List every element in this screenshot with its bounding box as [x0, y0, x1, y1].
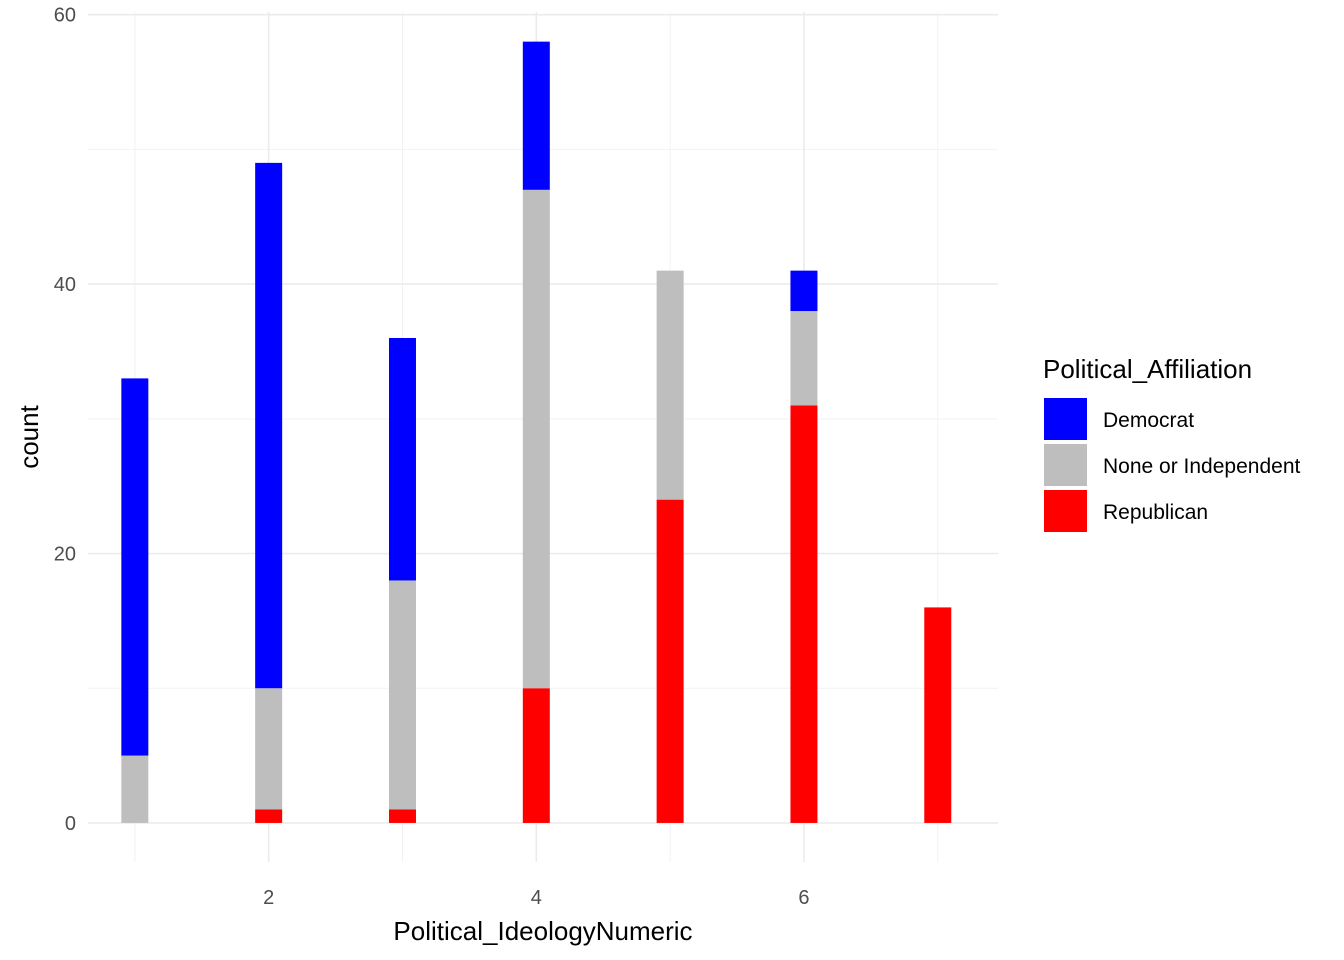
bar-segment-democrat — [255, 162, 283, 689]
x-tick-label: 2 — [263, 887, 274, 909]
bar-segment-none-or-independent — [522, 189, 550, 689]
legend-swatch-none-or-independent — [1044, 444, 1087, 486]
bar-segment-none-or-independent — [388, 580, 416, 810]
bar-segment-republican — [790, 405, 818, 823]
bar-segment-none-or-independent — [255, 688, 283, 810]
legend: Political_Affiliation Democrat None or In… — [1043, 354, 1300, 532]
y-axis-title: count — [14, 404, 44, 468]
legend-swatch-democrat — [1044, 398, 1087, 440]
bar-segment-democrat — [522, 41, 550, 190]
bars — [121, 41, 952, 823]
x-tick-label: 6 — [798, 887, 809, 909]
bar-segment-republican — [656, 499, 684, 823]
bar-segment-none-or-independent — [121, 755, 149, 823]
y-tick-label: 60 — [54, 5, 76, 27]
bar-segment-democrat — [121, 378, 149, 756]
bar-segment-republican — [522, 688, 550, 823]
y-tick-label: 20 — [54, 544, 76, 566]
legend-title: Political_Affiliation — [1043, 354, 1252, 384]
bar-segment-none-or-independent — [790, 311, 818, 406]
bar-segment-republican — [255, 809, 283, 823]
y-tick-label: 40 — [54, 274, 76, 296]
bar-segment-democrat — [790, 270, 818, 312]
bar-segment-republican — [924, 607, 952, 823]
x-tick-label: 4 — [531, 887, 542, 909]
x-axis-title: Political_IdeologyNumeric — [393, 916, 692, 946]
legend-label-democrat: Democrat — [1103, 409, 1194, 432]
legend-label-republican: Republican — [1103, 501, 1208, 524]
y-tick-label: 0 — [65, 813, 76, 835]
bar-segment-democrat — [388, 337, 416, 581]
bar-segment-none-or-independent — [656, 270, 684, 500]
bar-segment-republican — [388, 809, 416, 823]
legend-label-none-or-independent: None or Independent — [1103, 455, 1300, 478]
legend-swatch-republican — [1044, 490, 1087, 532]
